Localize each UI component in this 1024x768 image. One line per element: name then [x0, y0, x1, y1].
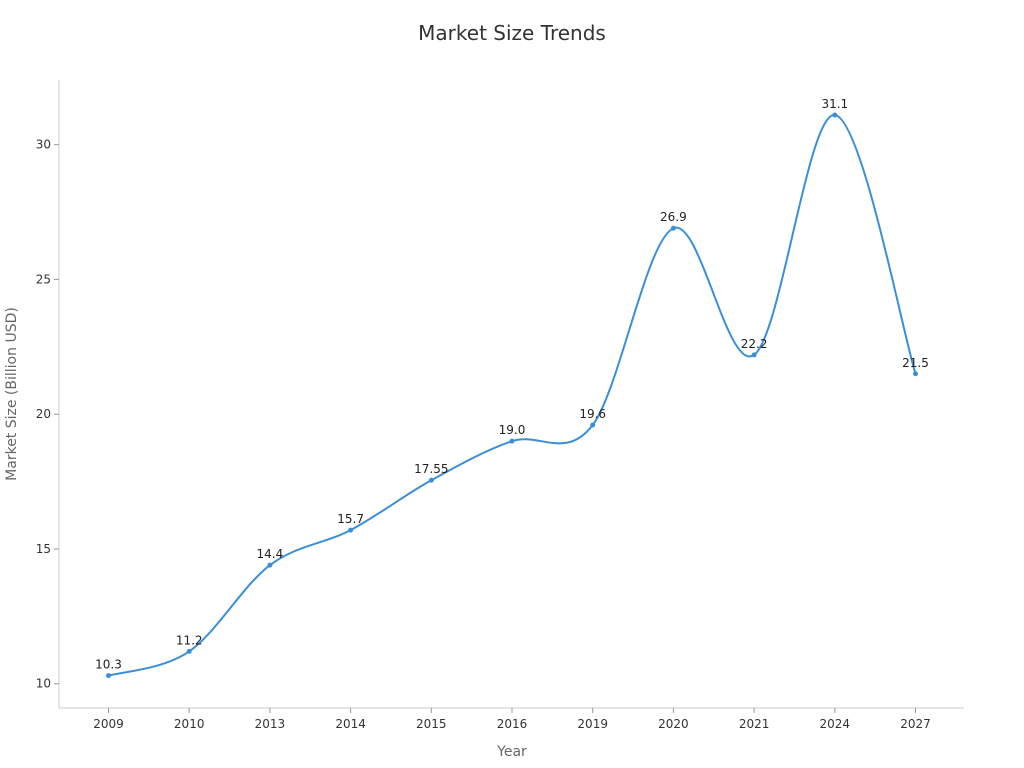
data-label: 15.7	[337, 512, 364, 526]
data-point	[670, 225, 676, 231]
x-tick-label: 2021	[739, 717, 770, 731]
data-label: 17.55	[414, 462, 448, 476]
data-label: 21.5	[902, 356, 929, 370]
data-label: 22.2	[741, 337, 768, 351]
series-line	[108, 114, 917, 677]
x-tick-label: 2013	[255, 717, 286, 731]
y-axis-ticks: 10 15 20 25 30	[36, 138, 59, 691]
x-tick-label: 2010	[174, 717, 205, 731]
x-tick-label: 2019	[577, 717, 608, 731]
data-labels: 10.3 11.2 14.4 15.7 17.55 19.0 19.6 26.9 22.2 31.…	[95, 97, 929, 672]
x-tick-label: 2027	[900, 717, 931, 731]
x-tick-label: 2009	[93, 717, 124, 731]
y-tick-label: 10	[36, 677, 51, 691]
y-axis-title: Market Size (Billion USD)	[4, 307, 20, 481]
chart-title: Market Size Trends	[418, 21, 606, 45]
y-tick-label: 15	[36, 542, 51, 556]
data-point	[106, 673, 111, 679]
data-point	[348, 527, 354, 533]
data-point	[832, 112, 838, 118]
y-tick-label: 20	[36, 407, 51, 421]
data-point	[186, 648, 192, 654]
x-tick-label: 2020	[658, 717, 689, 731]
y-tick-label: 25	[36, 272, 51, 286]
data-label: 10.3	[95, 658, 122, 672]
data-label: 31.1	[821, 97, 848, 111]
data-point	[590, 422, 596, 428]
data-point	[267, 562, 273, 568]
data-label: 26.9	[660, 210, 687, 224]
x-tick-label: 2014	[335, 717, 366, 731]
data-points	[106, 112, 918, 679]
data-label: 19.6	[579, 407, 606, 421]
x-tick-label: 2016	[497, 717, 528, 731]
x-axis-ticks: 2009 2010 2013 2014 2015 2016 2019 2020 2021 2024…	[93, 708, 931, 731]
data-point	[751, 352, 757, 358]
data-point	[428, 477, 434, 483]
data-point	[913, 371, 918, 377]
data-label: 11.2	[176, 633, 203, 647]
data-label: 14.4	[257, 547, 284, 561]
data-label: 19.0	[499, 423, 526, 437]
data-point	[509, 438, 515, 444]
x-tick-label: 2015	[416, 717, 447, 731]
x-axis-title: Year	[496, 744, 527, 760]
x-tick-label: 2024	[820, 717, 851, 731]
y-tick-label: 30	[36, 138, 51, 152]
